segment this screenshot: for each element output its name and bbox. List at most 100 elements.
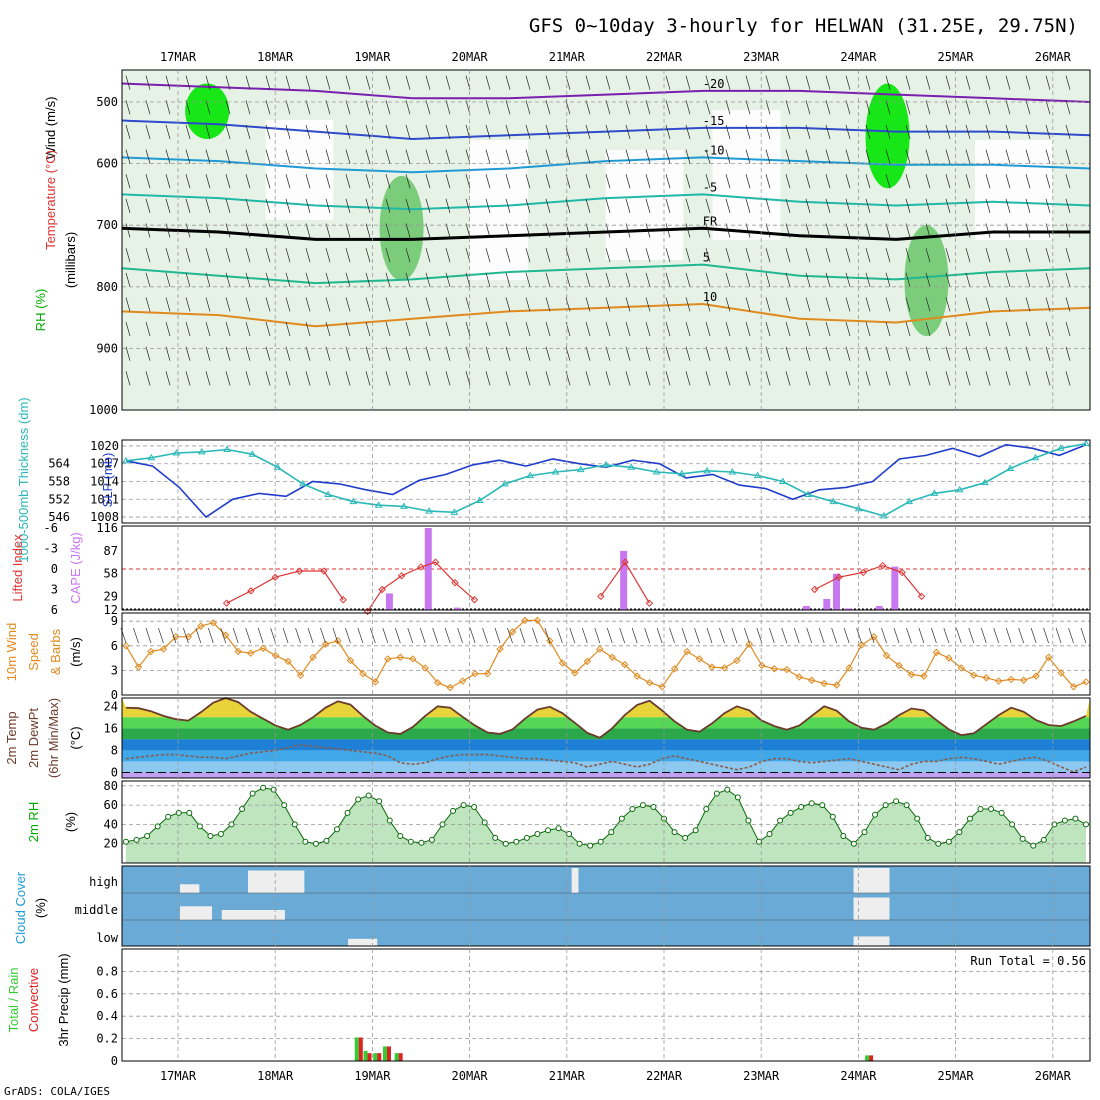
lifted-marker bbox=[397, 572, 406, 580]
wind-barb bbox=[185, 124, 191, 140]
wind-barb bbox=[365, 198, 371, 213]
wind-barb bbox=[405, 248, 411, 263]
surface-wind-barb bbox=[482, 627, 488, 644]
surface-wind-barb bbox=[831, 627, 837, 644]
wind-barb bbox=[385, 297, 391, 312]
wind-barb bbox=[285, 198, 291, 213]
wind-barb bbox=[845, 297, 851, 312]
cloud-block bbox=[853, 897, 890, 920]
wind-barb bbox=[245, 198, 251, 213]
wind-speed-marker bbox=[845, 664, 853, 672]
wind-speed-marker bbox=[895, 661, 903, 670]
thickness-tick: 552 bbox=[48, 492, 70, 506]
wind-barb bbox=[625, 346, 631, 361]
wind-barb bbox=[925, 198, 931, 213]
wind-barb bbox=[805, 321, 811, 337]
rh-marker bbox=[481, 819, 488, 826]
wind-barb bbox=[645, 371, 651, 386]
wind-barb bbox=[145, 248, 151, 263]
precip-tick: 0.4 bbox=[96, 1009, 118, 1023]
precip-tick: 0.2 bbox=[96, 1032, 118, 1046]
wind-barb bbox=[125, 321, 131, 337]
wind-barb bbox=[905, 272, 911, 287]
lifted-marker bbox=[621, 558, 629, 566]
wind-barb bbox=[825, 248, 831, 263]
rh-marker bbox=[956, 829, 963, 836]
wind-barb bbox=[645, 100, 651, 115]
wind-barb bbox=[405, 321, 411, 337]
surface-wind-barb bbox=[594, 627, 601, 644]
wind-barb bbox=[785, 198, 791, 213]
wind-barb bbox=[365, 124, 371, 140]
rh-marker bbox=[291, 821, 298, 828]
wind-speed-marker bbox=[571, 669, 579, 677]
slp-tick: 1014 bbox=[90, 475, 119, 489]
wind-barb bbox=[905, 297, 911, 312]
surface-wind-barb bbox=[669, 627, 675, 644]
temperature-axis-label: Temperature (°C) bbox=[43, 150, 58, 250]
lifted-marker bbox=[378, 585, 386, 594]
wind-barb bbox=[305, 174, 311, 189]
wind-barb bbox=[205, 223, 211, 238]
wind-barb bbox=[385, 100, 391, 115]
surface-wind-barb bbox=[245, 627, 252, 644]
wind-barb bbox=[385, 248, 391, 263]
wind-speed-marker bbox=[134, 663, 143, 671]
wind-barb bbox=[885, 124, 891, 140]
rh-moist-region bbox=[904, 225, 949, 337]
wind-barb bbox=[785, 371, 791, 386]
wind-speed-marker bbox=[371, 678, 380, 686]
wind-barb bbox=[625, 124, 631, 140]
wind-barb bbox=[845, 124, 851, 140]
wind-barb bbox=[825, 198, 831, 213]
wind-barb bbox=[585, 371, 591, 386]
wind-barb bbox=[645, 174, 651, 189]
rh-marker bbox=[650, 804, 657, 811]
rh-marker bbox=[861, 829, 868, 836]
wind-barb bbox=[325, 223, 331, 238]
wind-barb bbox=[685, 248, 691, 263]
wind-barb bbox=[1005, 149, 1011, 164]
wind-barb bbox=[145, 297, 151, 312]
thickness-marker bbox=[248, 450, 257, 457]
surface-wind-barb bbox=[856, 627, 862, 644]
wind-barb bbox=[285, 297, 291, 312]
wind-barb bbox=[645, 321, 651, 337]
wind-speed-marker bbox=[508, 628, 517, 636]
wind-barb bbox=[525, 149, 531, 164]
wind-barb bbox=[585, 198, 591, 213]
rh-marker bbox=[998, 809, 1005, 816]
wind-barb bbox=[625, 198, 631, 213]
rh-marker bbox=[154, 823, 161, 830]
wind-barb bbox=[785, 346, 791, 361]
rh-marker bbox=[217, 831, 224, 838]
wind-barb bbox=[325, 248, 331, 263]
wind-barb bbox=[905, 346, 911, 361]
wind-speed-marker bbox=[945, 654, 953, 662]
wind-axis-label: 10m Wind bbox=[4, 623, 19, 682]
wind-barb bbox=[725, 297, 731, 312]
wind-barb bbox=[625, 75, 631, 90]
wind-barb bbox=[125, 75, 131, 90]
surface-wind-barb bbox=[195, 627, 202, 644]
wind-barb bbox=[1045, 124, 1051, 140]
wind-speed-marker bbox=[122, 642, 130, 650]
thickness-marker bbox=[1082, 439, 1090, 447]
cape-bar bbox=[802, 606, 810, 610]
wind-barb bbox=[1045, 297, 1051, 312]
wind-barb bbox=[225, 371, 231, 386]
thickness-marker bbox=[652, 468, 661, 475]
wind-speed-marker bbox=[820, 679, 828, 688]
wind-barb bbox=[325, 174, 331, 189]
isotherm-label: -15 bbox=[703, 114, 725, 128]
top-date-label: 17MAR bbox=[160, 50, 197, 64]
rh-dry-region bbox=[712, 110, 781, 240]
precip-total-bar bbox=[363, 1050, 368, 1061]
wind-barb bbox=[745, 297, 751, 312]
wind-speed-marker bbox=[1069, 683, 1078, 691]
surface-wind-barb bbox=[557, 627, 563, 644]
wind-axis-label: Wind (m/s) bbox=[43, 97, 58, 160]
rh-marker bbox=[534, 831, 541, 838]
wind-barb bbox=[665, 321, 671, 337]
wind-barb bbox=[1025, 149, 1031, 164]
